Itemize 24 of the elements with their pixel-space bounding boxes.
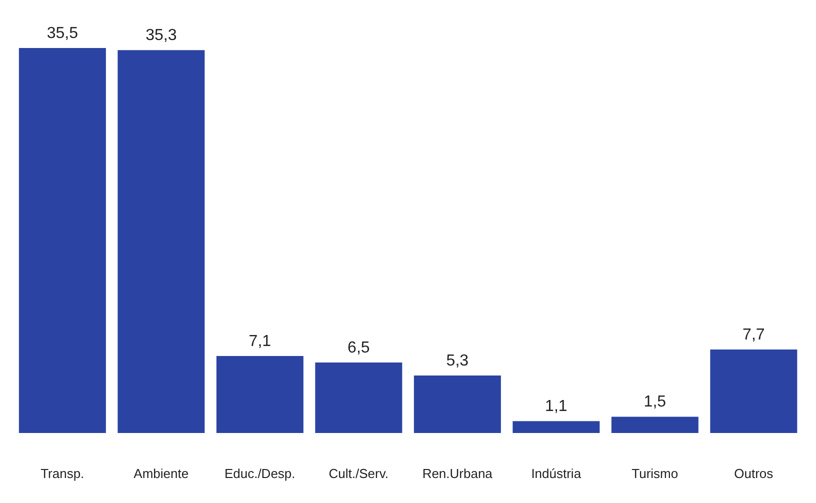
data-label: 1,5: [644, 394, 666, 411]
bar: [315, 362, 402, 433]
bar: [414, 376, 501, 433]
x-tick-label: Indústria: [531, 466, 582, 482]
bar: [216, 356, 304, 433]
data-label: 6,5: [348, 340, 370, 357]
x-tick-label: Cult./Serv.: [328, 466, 388, 482]
x-tick-label: Outros: [734, 466, 774, 482]
data-label: 1,1: [545, 398, 568, 416]
x-tick-label: Turismo: [632, 466, 678, 482]
bar: [512, 421, 600, 433]
bar: [118, 50, 205, 433]
x-tick-label: Transp.: [40, 466, 84, 482]
data-label: 35,3: [146, 27, 177, 44]
data-label: 35,5: [46, 25, 78, 42]
x-tick-label: Educ./Desp.: [224, 466, 296, 482]
bar: [611, 416, 698, 433]
bar: [18, 48, 106, 433]
x-tick-label: Ambiente: [134, 466, 189, 482]
x-tick-label: Ren.Urbana: [422, 466, 494, 482]
data-label: 5,3: [446, 352, 469, 370]
data-label: 7,7: [742, 326, 765, 344]
bar: [710, 349, 798, 433]
data-label: 7,1: [248, 333, 272, 350]
